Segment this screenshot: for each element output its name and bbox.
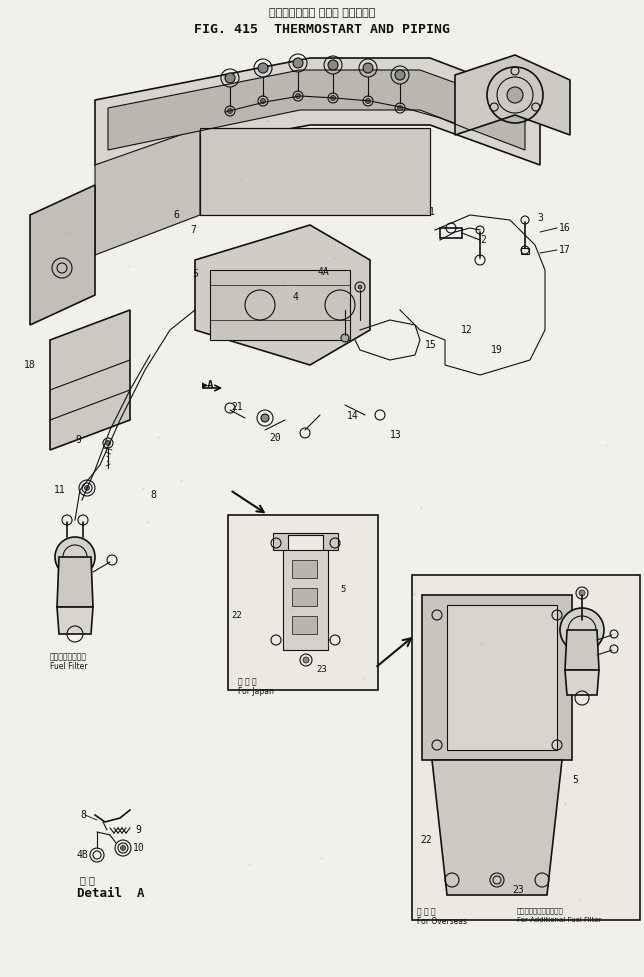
- Polygon shape: [565, 670, 599, 695]
- Circle shape: [363, 63, 373, 73]
- Circle shape: [258, 63, 268, 73]
- Bar: [210, 270, 350, 340]
- Circle shape: [293, 58, 303, 68]
- Text: 21: 21: [231, 402, 243, 412]
- Circle shape: [560, 608, 604, 652]
- Text: 4: 4: [292, 292, 298, 302]
- Text: ▶A: ▶A: [202, 380, 214, 390]
- Circle shape: [328, 60, 338, 70]
- Circle shape: [225, 73, 235, 83]
- Circle shape: [106, 441, 111, 446]
- Text: 7: 7: [190, 225, 196, 235]
- Text: Detail  A: Detail A: [77, 887, 144, 900]
- Polygon shape: [95, 58, 540, 165]
- Text: 20: 20: [269, 433, 281, 443]
- Text: For Additional Fuel Filter: For Additional Fuel Filter: [517, 917, 601, 923]
- Text: 8: 8: [150, 490, 156, 500]
- Circle shape: [366, 99, 370, 104]
- Text: 14: 14: [347, 411, 359, 421]
- Bar: [292, 588, 317, 606]
- Text: Fuel Filter: Fuel Filter: [50, 662, 88, 671]
- Polygon shape: [200, 128, 430, 215]
- Polygon shape: [455, 55, 570, 135]
- Text: 海 外 用: 海 外 用: [417, 907, 435, 916]
- Text: 詳 細: 詳 細: [80, 875, 95, 885]
- Circle shape: [261, 414, 269, 422]
- Bar: [440, 228, 462, 238]
- Text: For Japan: For Japan: [238, 687, 274, 696]
- Polygon shape: [30, 185, 95, 325]
- Polygon shape: [422, 595, 572, 760]
- Circle shape: [120, 845, 126, 851]
- Circle shape: [395, 70, 405, 80]
- Polygon shape: [50, 310, 130, 450]
- Polygon shape: [95, 128, 200, 255]
- Circle shape: [341, 334, 349, 342]
- Text: 11: 11: [54, 485, 66, 495]
- Text: サーモスタート および パイピング: サーモスタート および パイピング: [269, 8, 375, 18]
- Text: 23: 23: [512, 885, 524, 895]
- Text: 5: 5: [192, 269, 198, 279]
- Text: 9: 9: [135, 825, 141, 835]
- Circle shape: [261, 99, 265, 104]
- Text: フュエルフィルタ追加用: フュエルフィルタ追加用: [517, 907, 564, 913]
- Circle shape: [579, 590, 585, 596]
- Text: 6: 6: [173, 210, 179, 220]
- Text: 4A: 4A: [317, 267, 329, 277]
- Polygon shape: [283, 550, 328, 650]
- Text: 19: 19: [491, 345, 503, 355]
- Polygon shape: [57, 607, 93, 634]
- Polygon shape: [273, 533, 338, 550]
- Text: 5: 5: [572, 775, 578, 785]
- Text: For Overseas: For Overseas: [417, 917, 467, 926]
- Polygon shape: [57, 557, 93, 607]
- Bar: [447, 605, 557, 750]
- Text: 1: 1: [429, 207, 435, 217]
- Bar: [228, 515, 378, 690]
- Text: 12: 12: [461, 325, 473, 335]
- Circle shape: [296, 94, 301, 99]
- Text: 15: 15: [425, 340, 437, 350]
- Circle shape: [330, 96, 336, 101]
- Circle shape: [397, 106, 402, 110]
- Text: 9: 9: [75, 435, 81, 445]
- Text: 10: 10: [133, 843, 145, 853]
- Bar: [521, 248, 529, 254]
- Polygon shape: [195, 225, 370, 365]
- Polygon shape: [565, 630, 599, 670]
- Text: 23: 23: [316, 665, 327, 674]
- Text: 3: 3: [537, 213, 543, 223]
- Polygon shape: [432, 760, 562, 895]
- Circle shape: [227, 108, 232, 113]
- Text: 13: 13: [390, 430, 402, 440]
- Text: 4B: 4B: [77, 850, 89, 860]
- Circle shape: [55, 537, 95, 577]
- Circle shape: [507, 87, 523, 103]
- Text: 8: 8: [80, 810, 86, 820]
- Bar: [292, 616, 317, 634]
- Text: フュエルフィルタ: フュエルフィルタ: [50, 652, 87, 661]
- Text: 22: 22: [231, 611, 242, 619]
- Text: FIG. 415  THERMOSTART AND PIPING: FIG. 415 THERMOSTART AND PIPING: [194, 23, 450, 36]
- Text: 16: 16: [559, 223, 571, 233]
- Text: 2: 2: [480, 235, 486, 245]
- Text: 18: 18: [24, 360, 36, 370]
- Circle shape: [358, 285, 362, 289]
- Circle shape: [303, 657, 309, 663]
- Bar: [412, 575, 640, 920]
- Text: 22: 22: [420, 835, 431, 845]
- Text: 5: 5: [340, 585, 345, 594]
- Circle shape: [84, 486, 90, 490]
- Polygon shape: [108, 70, 525, 150]
- Text: 17: 17: [559, 245, 571, 255]
- Bar: [292, 560, 317, 578]
- Text: 国 内 用: 国 内 用: [238, 677, 256, 686]
